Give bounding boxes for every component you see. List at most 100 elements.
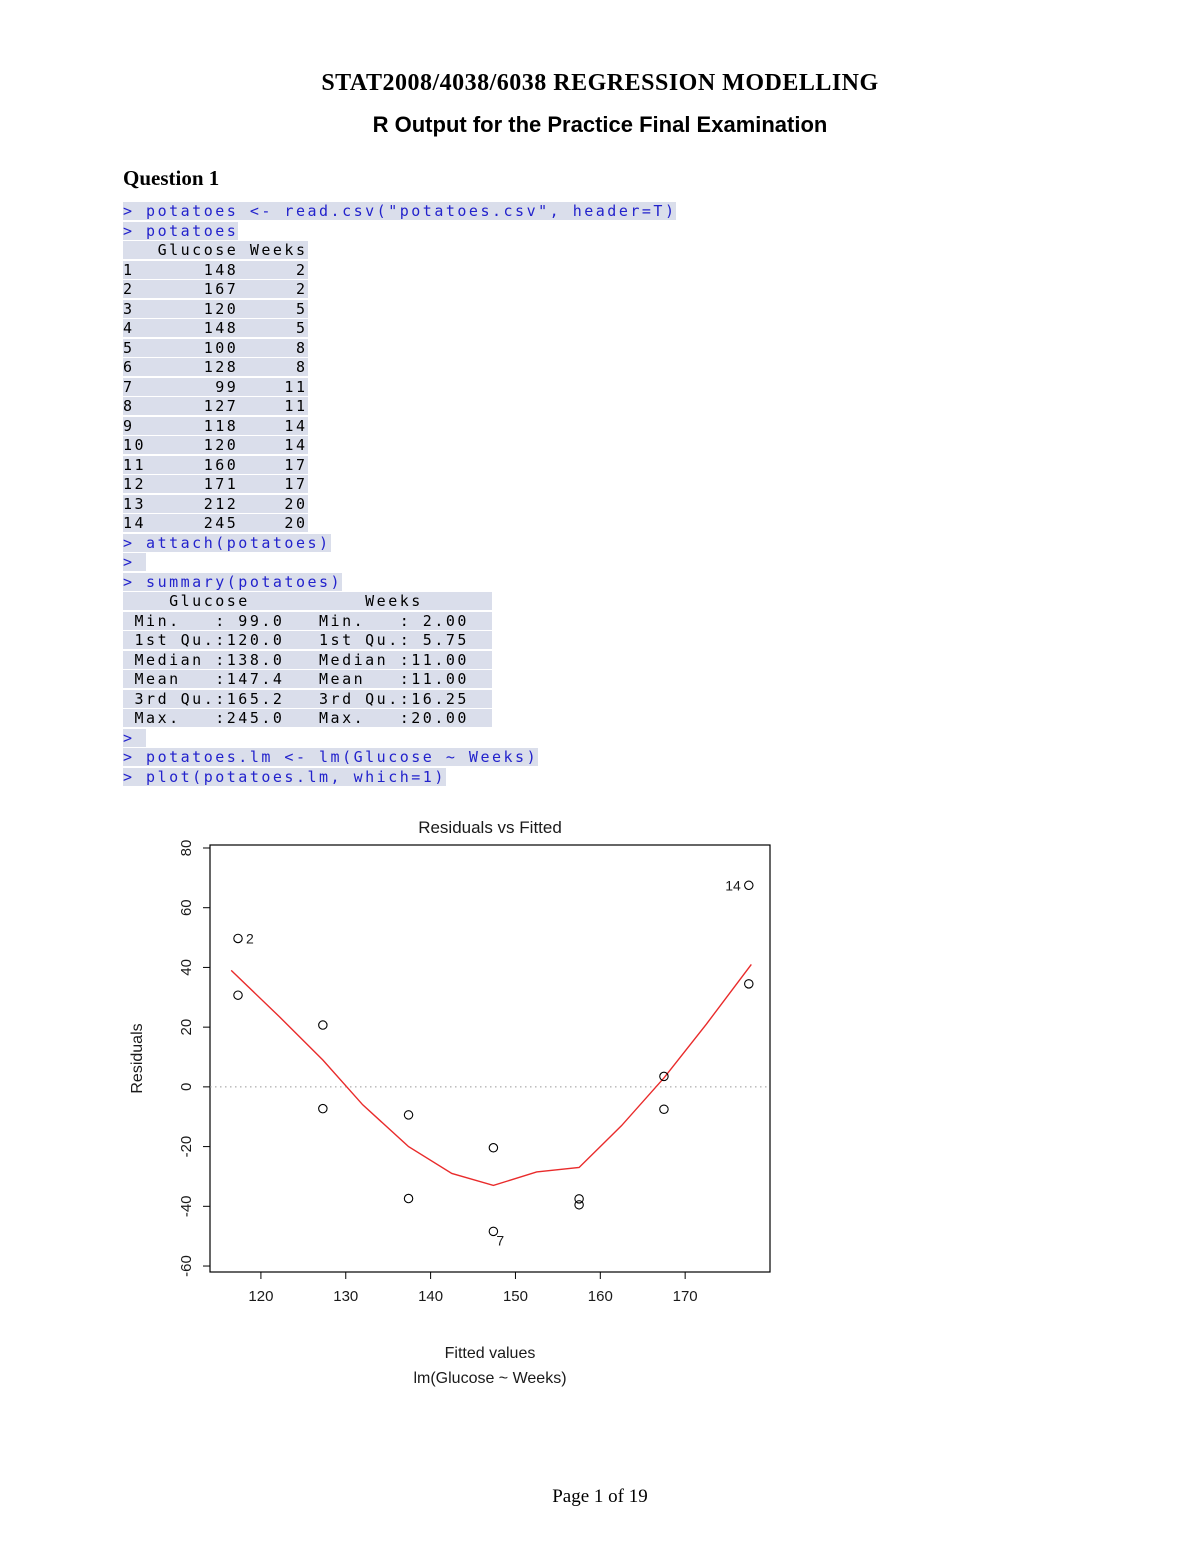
page-footer: Page 1 of 19 <box>552 1486 648 1507</box>
data-point <box>659 1104 669 1115</box>
console-text: > <box>123 728 147 747</box>
data-point <box>488 1143 499 1153</box>
y-tick-label: -40 <box>178 1195 195 1217</box>
console-output-line: 1 148 2 <box>123 260 676 281</box>
console-output-line: 7 99 11 <box>123 377 676 398</box>
console-output-line: 3 120 5 <box>123 299 676 320</box>
console-text: 6 128 8 <box>123 358 308 376</box>
plot-box <box>209 844 771 1273</box>
point-label: 14 <box>725 877 741 893</box>
console-output-line: Max. :245.0 Max. :20.00 <box>123 709 676 729</box>
console-output-line: 2 167 2 <box>123 280 676 300</box>
console-text: > potatoes <box>123 221 239 240</box>
console-text: > attach(potatoes) <box>123 533 331 552</box>
lowess-smooth-line <box>230 964 752 1187</box>
console-text: Mean :147.4 Mean :11.00 <box>123 670 492 688</box>
console-text: 9 118 14 <box>123 416 308 435</box>
x-axis-label: Fitted values <box>445 1345 536 1362</box>
x-tick-label: 160 <box>588 1288 613 1305</box>
console-output-line: 5 100 8 <box>123 338 676 359</box>
data-point <box>659 1071 669 1082</box>
console-output-line: 12 171 17 <box>123 475 676 495</box>
console-output-line: 4 148 5 <box>123 319 676 339</box>
data-point <box>233 990 243 1000</box>
x-axis-sublabel: lm(Glucose ~ Weeks) <box>413 1370 566 1387</box>
console-text: 1st Qu.:120.0 1st Qu.: 5.75 <box>123 631 492 649</box>
y-tick-label: 80 <box>178 840 195 857</box>
data-point <box>744 979 754 989</box>
point-label: 2 <box>246 930 254 946</box>
console-output-line: 9 118 14 <box>123 416 676 437</box>
console-text: Max. :245.0 Max. :20.00 <box>123 709 492 727</box>
console-output-line: Min. : 99.0 Min. : 2.00 <box>123 611 676 632</box>
console-text: 13 212 20 <box>123 494 308 513</box>
console-text: 3rd Qu.:165.2 3rd Qu.:16.25 <box>123 689 492 708</box>
console-text: 14 245 20 <box>123 514 308 532</box>
data-point <box>318 1020 328 1030</box>
document-subtitle: R Output for the Practice Final Examinat… <box>372 112 828 137</box>
console-text: 12 171 17 <box>123 475 308 493</box>
console-text: 4 148 5 <box>123 319 308 337</box>
x-tick-label: 140 <box>418 1288 443 1305</box>
console-output-line: 3rd Qu.:165.2 3rd Qu.:16.25 <box>123 689 676 710</box>
console-text: 5 100 8 <box>123 338 308 357</box>
data-point <box>318 1103 328 1114</box>
data-point <box>574 1194 584 1204</box>
console-command-line: > summary(potatoes) <box>123 572 676 593</box>
x-tick-label: 170 <box>673 1288 698 1305</box>
console-text: > summary(potatoes) <box>123 572 343 591</box>
point-label: 7 <box>496 1232 504 1248</box>
data-point <box>403 1110 414 1120</box>
console-text: 11 160 17 <box>123 455 308 474</box>
console-text: > potatoes.lm <- lm(Glucose ~ Weeks) <box>123 748 539 766</box>
console-output-line: 11 160 17 <box>123 455 676 476</box>
data-point <box>403 1193 414 1204</box>
console-output-line: 14 245 20 <box>123 514 676 534</box>
x-tick-label: 130 <box>333 1288 358 1305</box>
data-point <box>233 933 243 944</box>
document-title: STAT2008/4038/6038 REGRESSION MODELLING <box>321 70 879 96</box>
console-output-line: 8 127 11 <box>123 397 676 417</box>
console-text: 2 167 2 <box>123 280 308 298</box>
data-point <box>488 1226 499 1237</box>
console-text: Min. : 99.0 Min. : 2.00 <box>123 611 492 630</box>
console-text: > plot(potatoes.lm, which=1) <box>123 767 446 786</box>
y-tick-label: 60 <box>178 899 195 916</box>
console-command-line: > potatoes <box>123 221 676 242</box>
x-tick-label: 150 <box>503 1288 528 1305</box>
console-text: Glucose Weeks <box>123 241 308 259</box>
console-output-line: 1st Qu.:120.0 1st Qu.: 5.75 <box>123 631 676 651</box>
console-text: Glucose Weeks <box>123 592 492 610</box>
console-output-line: 13 212 20 <box>123 494 676 515</box>
console-text: > potatoes <- read.csv("potatoes.csv", h… <box>123 202 677 220</box>
y-axis-label: Residuals <box>129 1023 146 1093</box>
console-text: > <box>123 553 147 571</box>
console-command-line: > plot(potatoes.lm, which=1) <box>123 767 676 788</box>
y-tick-label: 0 <box>178 1083 195 1091</box>
console-output-line: Median :138.0 Median :11.00 <box>123 650 676 671</box>
console-command-line: > <box>123 553 676 573</box>
console-output-line: 10 120 14 <box>123 436 676 456</box>
console-output-line: Glucose Weeks <box>123 592 676 612</box>
console-command-line: > attach(potatoes) <box>123 533 676 554</box>
data-point <box>744 880 754 891</box>
console-command-line: > <box>123 728 676 749</box>
y-tick-label: -20 <box>178 1136 195 1158</box>
console-text: 10 120 14 <box>123 436 308 454</box>
x-tick-label: 120 <box>248 1288 273 1305</box>
console-command-line: > potatoes <- read.csv("potatoes.csv", h… <box>123 202 677 222</box>
console-text: Median :138.0 Median :11.00 <box>123 650 492 669</box>
r-console: > potatoes <- read.csv("potatoes.csv", h… <box>123 202 677 788</box>
console-output-line: Glucose Weeks <box>123 241 676 261</box>
y-tick-label: -60 <box>178 1255 195 1277</box>
console-output-line: 6 128 8 <box>123 358 676 378</box>
data-point <box>574 1200 584 1210</box>
console-output-line: Mean :147.4 Mean :11.00 <box>123 670 676 690</box>
console-text: 1 148 2 <box>123 260 308 279</box>
console-command-line: > potatoes.lm <- lm(Glucose ~ Weeks) <box>123 748 676 768</box>
console-text: 7 99 11 <box>123 377 308 396</box>
console-text: 3 120 5 <box>123 299 308 318</box>
console-text: 8 127 11 <box>123 397 308 415</box>
